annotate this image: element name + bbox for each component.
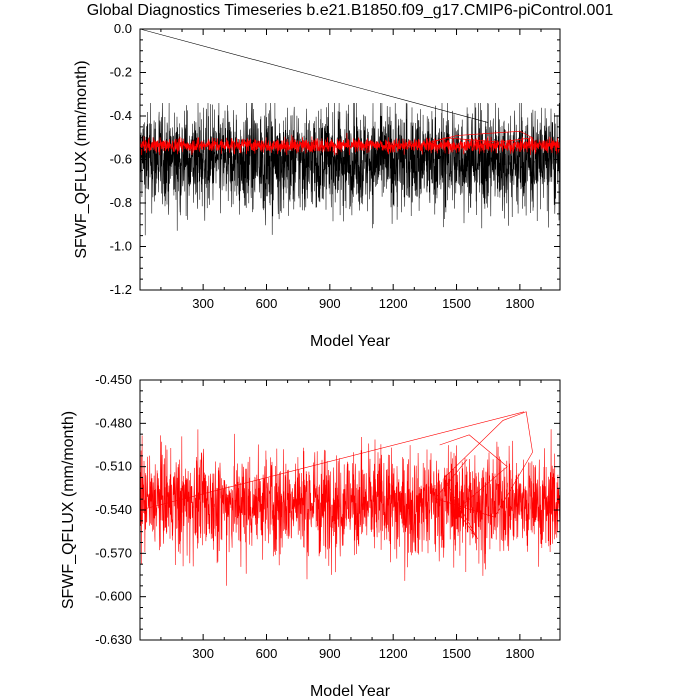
series-annual-line: [139, 132, 561, 156]
y-tick-label: 0.0: [114, 21, 132, 36]
y-tick-label: -0.4: [110, 108, 132, 123]
y-tick-label: -0.6: [110, 152, 132, 167]
series-annual-segment: [139, 411, 525, 511]
y-tick-label: -0.630: [95, 632, 132, 647]
series-annual-loops: [434, 411, 533, 540]
x-axis-title: Model Year: [310, 333, 391, 350]
x-tick-label: 300: [192, 646, 214, 661]
x-axis-title: Model Year: [310, 683, 391, 700]
y-tick-label: -0.540: [95, 502, 132, 517]
x-tick-label: 1200: [379, 296, 408, 311]
y-tick-label: -0.8: [110, 195, 132, 210]
series-annual-line: [139, 429, 561, 586]
y-axis-title: SFWF_QFLUX (mm/month): [73, 60, 90, 258]
x-tick-label: 900: [319, 296, 341, 311]
y-tick-label: -0.450: [95, 372, 132, 387]
y-tick-label: -1.0: [110, 239, 132, 254]
bottom-panel: 300 600 900 1200 1500 1800 -0.450 -0.480 -0.510 -…: [60, 372, 561, 700]
x-tick-label: 1500: [442, 646, 471, 661]
x-tick-label: 900: [319, 646, 341, 661]
x-tick-label: 300: [192, 296, 214, 311]
x-tick-label: 1500: [442, 296, 471, 311]
series-monthly-line: [139, 102, 561, 236]
y-tick-label: -0.510: [95, 459, 132, 474]
y-tick-label: -0.480: [95, 415, 132, 430]
top-panel: 300 600 900 1200 1500 1800 0.0 -0.2 -0.4 -0.6 -0.8…: [73, 21, 561, 350]
series-monthly-segment: [139, 28, 489, 123]
y-tick-label: -1.2: [110, 282, 132, 297]
y-tick-label: -0.570: [95, 545, 132, 560]
y-tick-label: -0.2: [110, 65, 132, 80]
x-tick-label: 600: [256, 646, 278, 661]
page-title: Global Diagnostics Timeseries b.e21.B185…: [86, 2, 614, 19]
series-annual-loops: [431, 130, 534, 143]
x-tick-label: 1800: [505, 296, 534, 311]
y-axis-title: SFWF_QFLUX (mm/month): [60, 411, 77, 609]
y-tick-label: -0.600: [95, 589, 132, 604]
x-tick-label: 1800: [505, 646, 534, 661]
x-tick-label: 1200: [379, 646, 408, 661]
x-tick-label: 600: [256, 296, 278, 311]
